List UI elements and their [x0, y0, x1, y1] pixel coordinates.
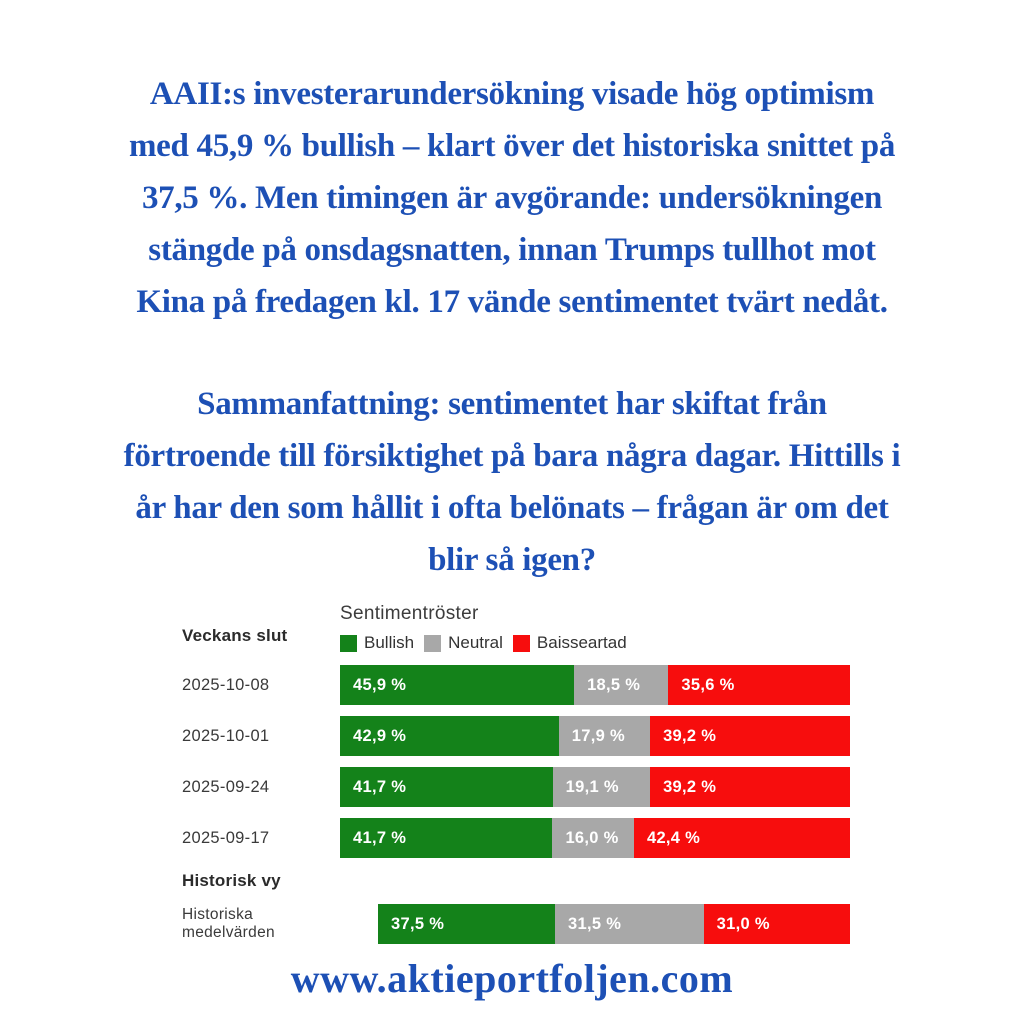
- stacked-bar: 42,9 % 17,9 % 39,2 %: [340, 716, 850, 756]
- bar-segment-bullish: 37,5 %: [378, 904, 555, 944]
- bar-value-label: 31,0 %: [716, 914, 770, 933]
- bar-segment-neutral: 17,9 %: [558, 716, 651, 756]
- footer-url: www.aktieportfoljen.com: [290, 956, 734, 1001]
- bar-segment-bullish: 41,7 %: [340, 767, 553, 807]
- text-line: med 45,9 % bullish – klart över det hist…: [128, 128, 896, 164]
- row-label: 2025-09-17: [182, 828, 270, 847]
- bar-value-label: 42,4 %: [646, 828, 701, 847]
- historical-rows: Historiska medelvärden 37,5 % 31,5 % 31,0 %: [182, 904, 850, 944]
- text-line: blir så igen?: [428, 542, 596, 578]
- stacked-bar: 41,7 % 19,1 % 39,2 %: [340, 767, 850, 807]
- stacked-bar: 37,5 % 31,5 % 31,0 %: [378, 904, 850, 944]
- bar-value-label: 35,6 %: [681, 675, 735, 694]
- stacked-bar: 41,7 % 16,0 % 42,4 %: [340, 818, 850, 858]
- text-line: år har den som hållit i ofta belönats – …: [135, 490, 889, 526]
- bar-value-label: 19,1 %: [565, 777, 619, 796]
- section-label-historical: Historisk vy: [182, 871, 281, 890]
- bar-segment-bullish: 41,7 %: [340, 818, 553, 858]
- stacked-bar: 45,9 % 18,5 % 35,6 %: [340, 665, 850, 705]
- chart-header-right: Sentimentröster Bullish Neutral Baissear…: [340, 602, 637, 656]
- bar-segment-baisseartad: 35,6 %: [668, 665, 850, 705]
- chart-header: Veckans slut Sentimentröster Bullish Neu…: [182, 602, 850, 656]
- bar-value-label: 41,7 %: [353, 777, 407, 796]
- chart-row: 2025-10-01 42,9 % 17,9 % 39,2 %: [182, 716, 850, 756]
- row-label: Historiska medelvärden: [182, 906, 275, 941]
- bar-value-label: 16,0 %: [565, 828, 619, 847]
- legend-label: Neutral: [448, 633, 503, 652]
- bar-value-label: 45,9 %: [353, 675, 407, 694]
- chart-row: 2025-09-17 41,7 % 16,0 % 42,4 %: [182, 818, 850, 858]
- chart-title: Sentimentröster: [340, 603, 479, 624]
- chart-header-left: Veckans slut: [182, 602, 340, 656]
- intro-paragraph-1: AAII:s investerarundersökning visade hög…: [37, 0, 987, 328]
- weekly-rows: 2025-10-08 45,9 % 18,5 % 35,6 % 2025-10-01 42…: [182, 665, 850, 858]
- legend-item-bullish: Bullish: [340, 633, 414, 653]
- bar-segment-neutral: 31,5 %: [555, 904, 704, 944]
- text-line: stängde på onsdagsnatten, innan Trumps t…: [148, 232, 876, 268]
- chart-row: 2025-09-24 41,7 % 19,1 % 39,2 %: [182, 767, 850, 807]
- bar-value-label: 39,2 %: [663, 777, 717, 796]
- bar-value-label: 31,5 %: [568, 914, 622, 933]
- bar-segment-neutral: 19,1 %: [552, 767, 651, 807]
- bar-segment-bullish: 45,9 %: [340, 665, 575, 705]
- bar-segment-neutral: 16,0 %: [552, 818, 634, 858]
- bullish-swatch-icon: [340, 634, 357, 652]
- legend-item-baisseartad: Baisseartad: [512, 633, 627, 653]
- row-label: 2025-09-24: [182, 777, 270, 796]
- row-label: 2025-10-01: [182, 726, 270, 745]
- bar-segment-baisseartad: 31,0 %: [703, 904, 850, 944]
- chart-row: 2025-10-08 45,9 % 18,5 % 35,6 %: [182, 665, 850, 705]
- text-line: Kina på fredagen kl. 17 vände sentimente…: [136, 284, 888, 320]
- bar-value-label: 37,5 %: [391, 914, 445, 933]
- text-line: 37,5 %. Men timingen är avgörande: under…: [141, 180, 883, 216]
- bar-segment-baisseartad: 39,2 %: [650, 716, 850, 756]
- text-line: AAII:s investerarundersökning visade hög…: [149, 76, 875, 112]
- intro-paragraph-2: Sammanfattning: sentimentet har skiftat …: [37, 378, 987, 586]
- bar-value-label: 39,2 %: [663, 726, 717, 745]
- bar-value-label: 18,5 %: [587, 675, 641, 694]
- legend-label: Baisseartad: [536, 633, 627, 652]
- chart-legend: Bullish Neutral Baisseartad: [340, 633, 637, 653]
- bar-segment-bullish: 42,9 %: [340, 716, 559, 756]
- section-label-weekly: Veckans slut: [182, 626, 288, 645]
- bar-value-label: 42,9 %: [353, 726, 407, 745]
- legend-item-neutral: Neutral: [424, 633, 503, 653]
- bar-value-label: 17,9 %: [571, 726, 625, 745]
- sentiment-stacked-bar-chart: Veckans slut Sentimentröster Bullish Neu…: [182, 602, 850, 944]
- bar-segment-neutral: 18,5 %: [574, 665, 669, 705]
- legend-label: Bullish: [364, 633, 415, 652]
- bearish-swatch-icon: [512, 634, 530, 652]
- bar-value-label: 41,7 %: [353, 828, 407, 847]
- text-line: Sammanfattning: sentimentet har skiftat …: [197, 386, 827, 422]
- chart-row: Historiska medelvärden 37,5 % 31,5 % 31,0 %: [182, 904, 850, 944]
- bar-segment-baisseartad: 39,2 %: [650, 767, 850, 807]
- bar-segment-baisseartad: 42,4 %: [633, 818, 850, 858]
- text-line: förtroende till försiktighet på bara någ…: [123, 438, 901, 474]
- neutral-swatch-icon: [424, 634, 442, 652]
- row-label: 2025-10-08: [182, 675, 270, 694]
